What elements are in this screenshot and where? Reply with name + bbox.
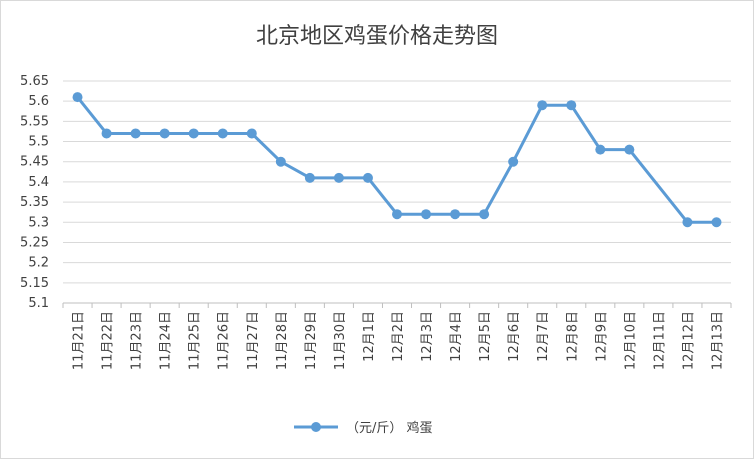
data-point (362, 172, 373, 183)
series-group (72, 92, 722, 228)
x-tick-label: 12月11日 (652, 311, 667, 370)
x-tick-label: 11月30日 (333, 311, 348, 370)
x-axis-ticks: 11月21日 11月22日 11月23日 11月24日 11月25日 11月26日 11月2… (72, 311, 726, 370)
x-tick-label: 12月1日 (362, 311, 377, 362)
y-tick-label: 5.5 (28, 135, 49, 150)
series-line (76, 96, 717, 224)
data-point (624, 144, 635, 155)
y-axis-ticks: 5.1 5.15 5.2 5.25 5.3 5.35 5.4 5.45 5.5 5.55 5.6 5.… (20, 74, 49, 311)
y-tick-label: 5.6 (28, 94, 49, 109)
x-tick-label: 11月26日 (217, 311, 232, 370)
data-point (508, 156, 519, 167)
x-tick-label: 11月24日 (159, 311, 174, 370)
x-tick-label: 11月29日 (304, 311, 319, 370)
data-point (682, 217, 693, 228)
axes (62, 302, 732, 308)
y-tick-label: 5.25 (20, 235, 49, 250)
data-point (217, 128, 228, 139)
y-tick-label: 5.4 (28, 175, 49, 190)
legend: （元/斤） 鸡蛋 (294, 420, 433, 436)
x-tick-label: 12月6日 (507, 311, 522, 362)
y-tick-label: 5.35 (20, 195, 49, 210)
y-tick-label: 5.45 (20, 155, 49, 170)
data-point (304, 172, 315, 183)
data-point (479, 209, 490, 220)
x-tick-label: 11月28日 (275, 311, 290, 370)
y-tick-label: 5.55 (20, 114, 49, 129)
x-tick-label: 11月21日 (72, 311, 87, 370)
data-point (537, 100, 548, 111)
data-point (72, 92, 83, 103)
data-point (711, 217, 722, 228)
data-point (595, 144, 606, 155)
data-point (101, 128, 112, 139)
x-tick-label: 12月4日 (449, 311, 464, 362)
data-point (130, 128, 141, 139)
data-point (333, 172, 344, 183)
gridlines (63, 80, 731, 284)
legend-marker (311, 422, 321, 432)
x-tick-label: 12月13日 (710, 311, 725, 370)
x-tick-label: 11月22日 (101, 311, 116, 370)
x-tick-label: 11月23日 (130, 311, 145, 370)
y-tick-label: 5.1 (28, 296, 49, 311)
y-tick-label: 5.2 (28, 256, 49, 271)
x-tick-label: 11月25日 (188, 311, 203, 370)
x-tick-label: 12月2日 (391, 311, 406, 362)
y-tick-label: 5.65 (20, 74, 49, 89)
x-tick-label: 12月7日 (536, 311, 551, 362)
x-tick-label: 12月12日 (681, 311, 696, 370)
y-tick-label: 5.15 (20, 276, 49, 291)
data-point (188, 128, 199, 139)
data-point (421, 209, 432, 220)
data-point (246, 128, 257, 139)
chart-title: 北京地区鸡蛋价格走势图 (256, 24, 498, 49)
x-tick-label: 12月5日 (478, 311, 493, 362)
x-tick-label: 12月3日 (420, 311, 435, 362)
x-tick-label: 12月9日 (594, 311, 609, 362)
x-tick-label: 11月27日 (246, 311, 261, 370)
legend-label: （元/斤） 鸡蛋 (346, 420, 433, 436)
data-point (450, 209, 461, 220)
x-tick-label: 12月10日 (623, 311, 638, 370)
y-tick-label: 5.3 (28, 215, 49, 230)
data-point (566, 100, 577, 111)
data-point (159, 128, 170, 139)
data-point (275, 156, 286, 167)
x-tick-label: 12月8日 (565, 311, 580, 362)
data-point (392, 209, 402, 220)
